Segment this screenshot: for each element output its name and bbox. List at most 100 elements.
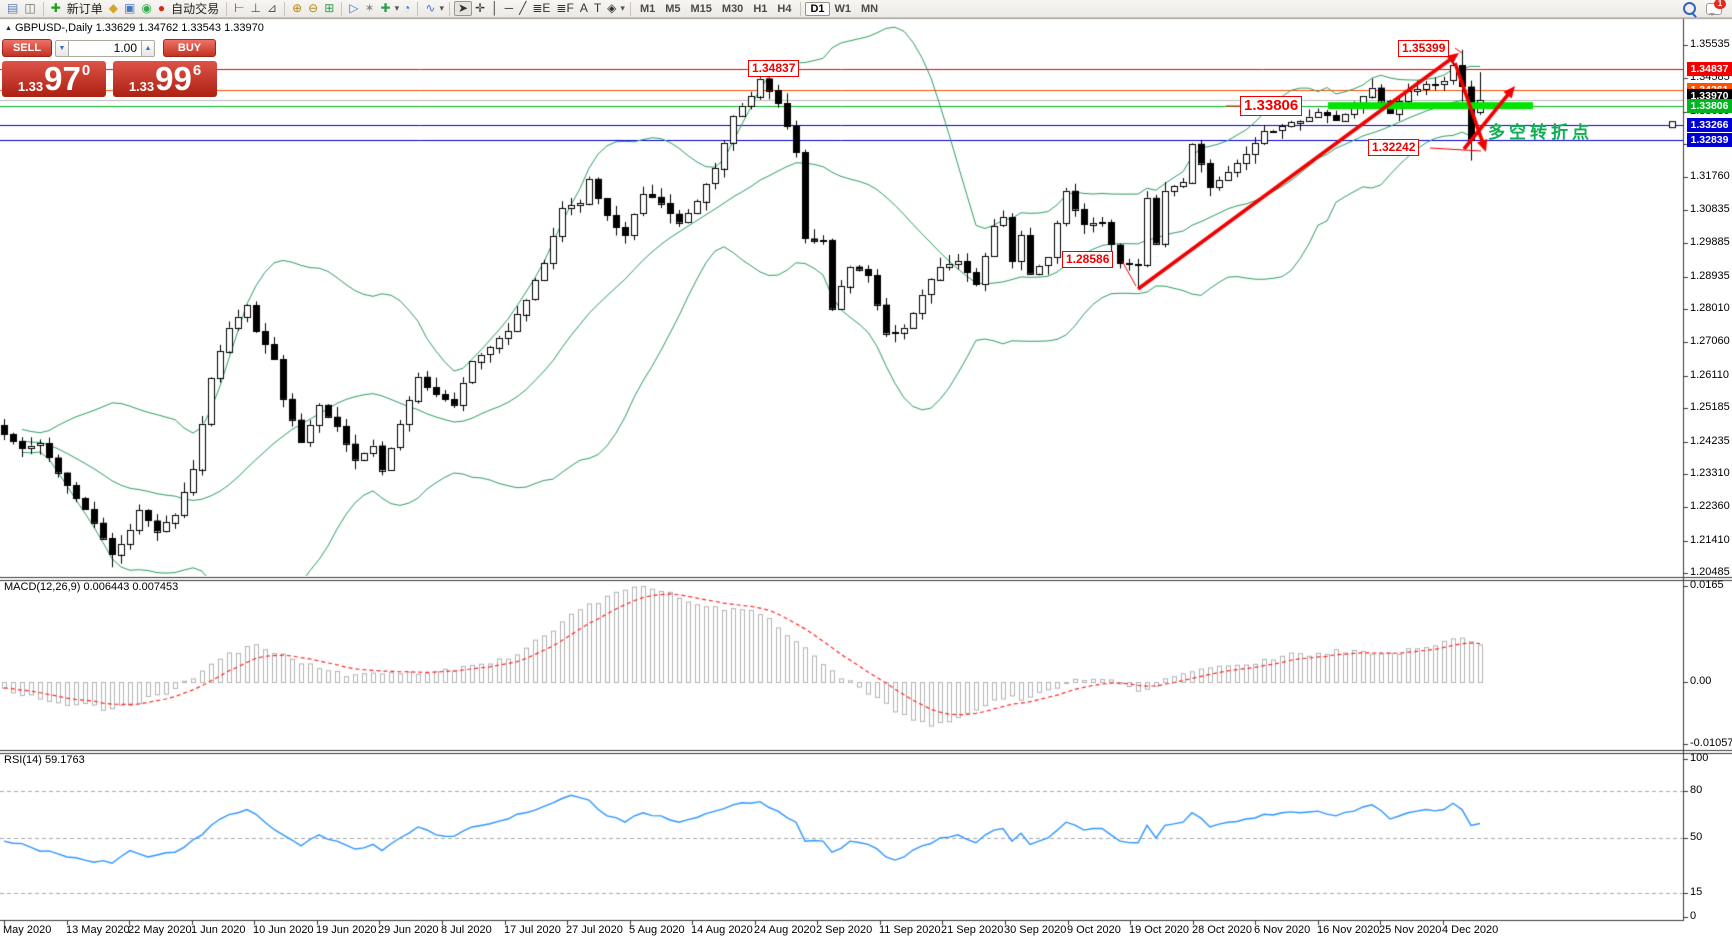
volume-increment-button[interactable]: ▲ [141, 39, 155, 57]
rsi-axis-tick: 0 [1690, 910, 1697, 922]
price-axis-tick: 1.35535 [1690, 38, 1730, 50]
price-axis-tick: 1.27060 [1690, 335, 1730, 348]
date-axis-label: 28 Oct 2020 [1192, 924, 1252, 936]
timeframe-button-m5[interactable]: M5 [665, 2, 681, 15]
rsi-axis-tick: 80 [1690, 783, 1703, 796]
price-annotation-label: 1.28586 [1062, 251, 1114, 268]
rsi-axis-tick: 50 [1690, 831, 1703, 843]
volume-input[interactable] [69, 39, 141, 57]
new-order-label[interactable]: 新订单 [66, 2, 103, 16]
tile-windows-icon[interactable]: ⊞ [324, 1, 335, 15]
price-axis-tick: 1.21410 [1690, 533, 1730, 546]
sell-button[interactable]: SELL [2, 39, 52, 57]
price-axis-tick: 1.26110 [1690, 368, 1729, 381]
add-chart-icon[interactable]: ✚ [380, 1, 391, 15]
date-axis-label: 24 Aug 2020 [754, 924, 816, 936]
fibonacci-f-icon[interactable]: ≣F [556, 1, 574, 15]
chart-step-icon[interactable]: ⊿ [267, 1, 278, 15]
price-axis-tick: 1.31760 [1690, 170, 1730, 183]
date-axis-label: 27 Jul 2020 [566, 924, 623, 936]
toolbar-separator [800, 1, 802, 16]
date-axis-label: 16 Nov 2020 [1317, 924, 1380, 936]
bull-bear-turning-point-text: 多空转折点 [1488, 123, 1593, 142]
date-axis-label: 21 Sep 2020 [941, 924, 1004, 936]
date-axis-label: 22 May 2020 [128, 924, 192, 936]
sell-price-big: 97 [44, 61, 81, 97]
price-badge: 1.33266 [1687, 117, 1732, 132]
zoom-in-icon[interactable]: ⊕ [292, 1, 303, 15]
timeframe-button-d1[interactable]: D1 [805, 1, 830, 16]
chart-shift-icon[interactable]: ⊢ [234, 1, 245, 15]
buy-price-big: 99 [155, 61, 192, 97]
dropdown-caret-icon[interactable]: ▾ [439, 3, 444, 13]
price-axis-tick: 1.24235 [1690, 434, 1730, 447]
rsi-indicator-label: RSI(14) 59.1763 [4, 754, 85, 766]
timeframe-button-h4[interactable]: H4 [777, 2, 792, 15]
zoom-out-icon[interactable]: ⊖ [308, 1, 319, 15]
text-icon[interactable]: A [579, 1, 588, 15]
autotrade-icon[interactable]: ● [157, 1, 166, 15]
timeframe-button-m30[interactable]: M30 [721, 2, 744, 15]
history-center-icon[interactable]: ◆ [108, 1, 118, 15]
toolbar-separator [417, 1, 419, 16]
timeframe-button-m15[interactable]: M15 [690, 2, 712, 15]
price-axis-tick: 1.25185 [1690, 401, 1730, 414]
search-icon[interactable] [1683, 2, 1696, 15]
price-badge: 1.33806 [1687, 98, 1732, 113]
date-axis-label: 1 Jun 2020 [191, 924, 246, 936]
date-axis-label: 9 Oct 2020 [1067, 924, 1121, 936]
timeframe-button-mn[interactable]: MN [861, 2, 879, 15]
buy-button[interactable]: BUY [163, 39, 216, 57]
rsi-axis-tick: 100 [1690, 752, 1709, 764]
date-axis-label: 19 Jun 2020 [316, 924, 377, 936]
price-axis-tick: 1.28010 [1690, 302, 1730, 315]
price-badge: 1.32839 [1687, 132, 1732, 147]
toolbar-separator [284, 1, 286, 16]
indicator-list-icon[interactable]: ∿ [425, 1, 436, 15]
chart-play-icon[interactable]: ▷ [349, 1, 359, 15]
dropdown-caret-icon[interactable]: ▾ [394, 3, 400, 13]
date-axis-label: May 2020 [3, 924, 52, 936]
timeframe-button-m1[interactable]: M1 [639, 2, 656, 15]
autotrade-label[interactable]: 自动交易 [171, 2, 220, 16]
sell-price-panel[interactable]: 1.33 97 0 [2, 61, 106, 97]
label-icon[interactable]: T [593, 1, 602, 15]
profiles-icon[interactable]: ◫ [24, 1, 36, 15]
timeframe-button-h1[interactable]: H1 [753, 2, 768, 15]
shapes-icon[interactable]: ◈ [607, 1, 617, 15]
signal-icon[interactable]: ◉ [141, 1, 152, 15]
buy-price-panel[interactable]: 1.33 99 6 [113, 61, 217, 97]
horizontal-line-icon[interactable]: ─ [504, 1, 514, 15]
cursor-icon[interactable]: ➤ [453, 1, 473, 16]
price-axis-tick: 1.22360 [1690, 500, 1730, 513]
price-axis-tick: 1.30835 [1690, 202, 1730, 215]
toolbar-separator [42, 1, 44, 16]
price-annotation-label: 1.32242 [1368, 139, 1420, 156]
dropdown-caret-icon[interactable]: ▾ [620, 3, 625, 13]
chat-icon[interactable]: 1 [1706, 0, 1726, 16]
new-chart-icon[interactable]: ▤ [7, 1, 19, 15]
date-axis-label: 29 Jun 2020 [378, 924, 439, 936]
price-axis-tick: 1.20485 [1690, 566, 1730, 579]
chart-star-icon[interactable]: ✶ [364, 1, 375, 15]
date-axis-label: 8 Jul 2020 [441, 924, 492, 936]
fibonacci-e-icon[interactable]: ≣E [532, 1, 551, 15]
timeframe-button-w1[interactable]: W1 [834, 2, 852, 15]
collapse-arrow-icon[interactable]: ▲ [5, 25, 12, 32]
symbol-info: ▲ GBPUSD-,Daily 1.33629 1.34762 1.33543 1… [5, 22, 264, 34]
new-order-icon[interactable]: ✚ [50, 1, 61, 15]
terminal-icon[interactable]: ▣ [124, 1, 136, 15]
auto-scroll-icon[interactable]: ⊥ [250, 1, 261, 15]
crosshair-icon[interactable]: ✛ [475, 1, 486, 15]
sell-price-sup: 0 [81, 62, 91, 79]
trendline-icon[interactable]: ╱ [519, 1, 527, 15]
date-axis-label: 11 Sep 2020 [879, 924, 941, 936]
vertical-line-icon[interactable]: │ [491, 1, 499, 15]
volume-decrement-button[interactable]: ▼ [55, 39, 69, 57]
clock-icon[interactable]: ◔ [403, 1, 411, 15]
symbol-ohlc-text: GBPUSD-,Daily 1.33629 1.34762 1.33543 1.… [14, 22, 264, 34]
macd-axis-tick: 0.0165 [1690, 579, 1724, 591]
sell-price-prefix: 1.33 [17, 79, 44, 94]
